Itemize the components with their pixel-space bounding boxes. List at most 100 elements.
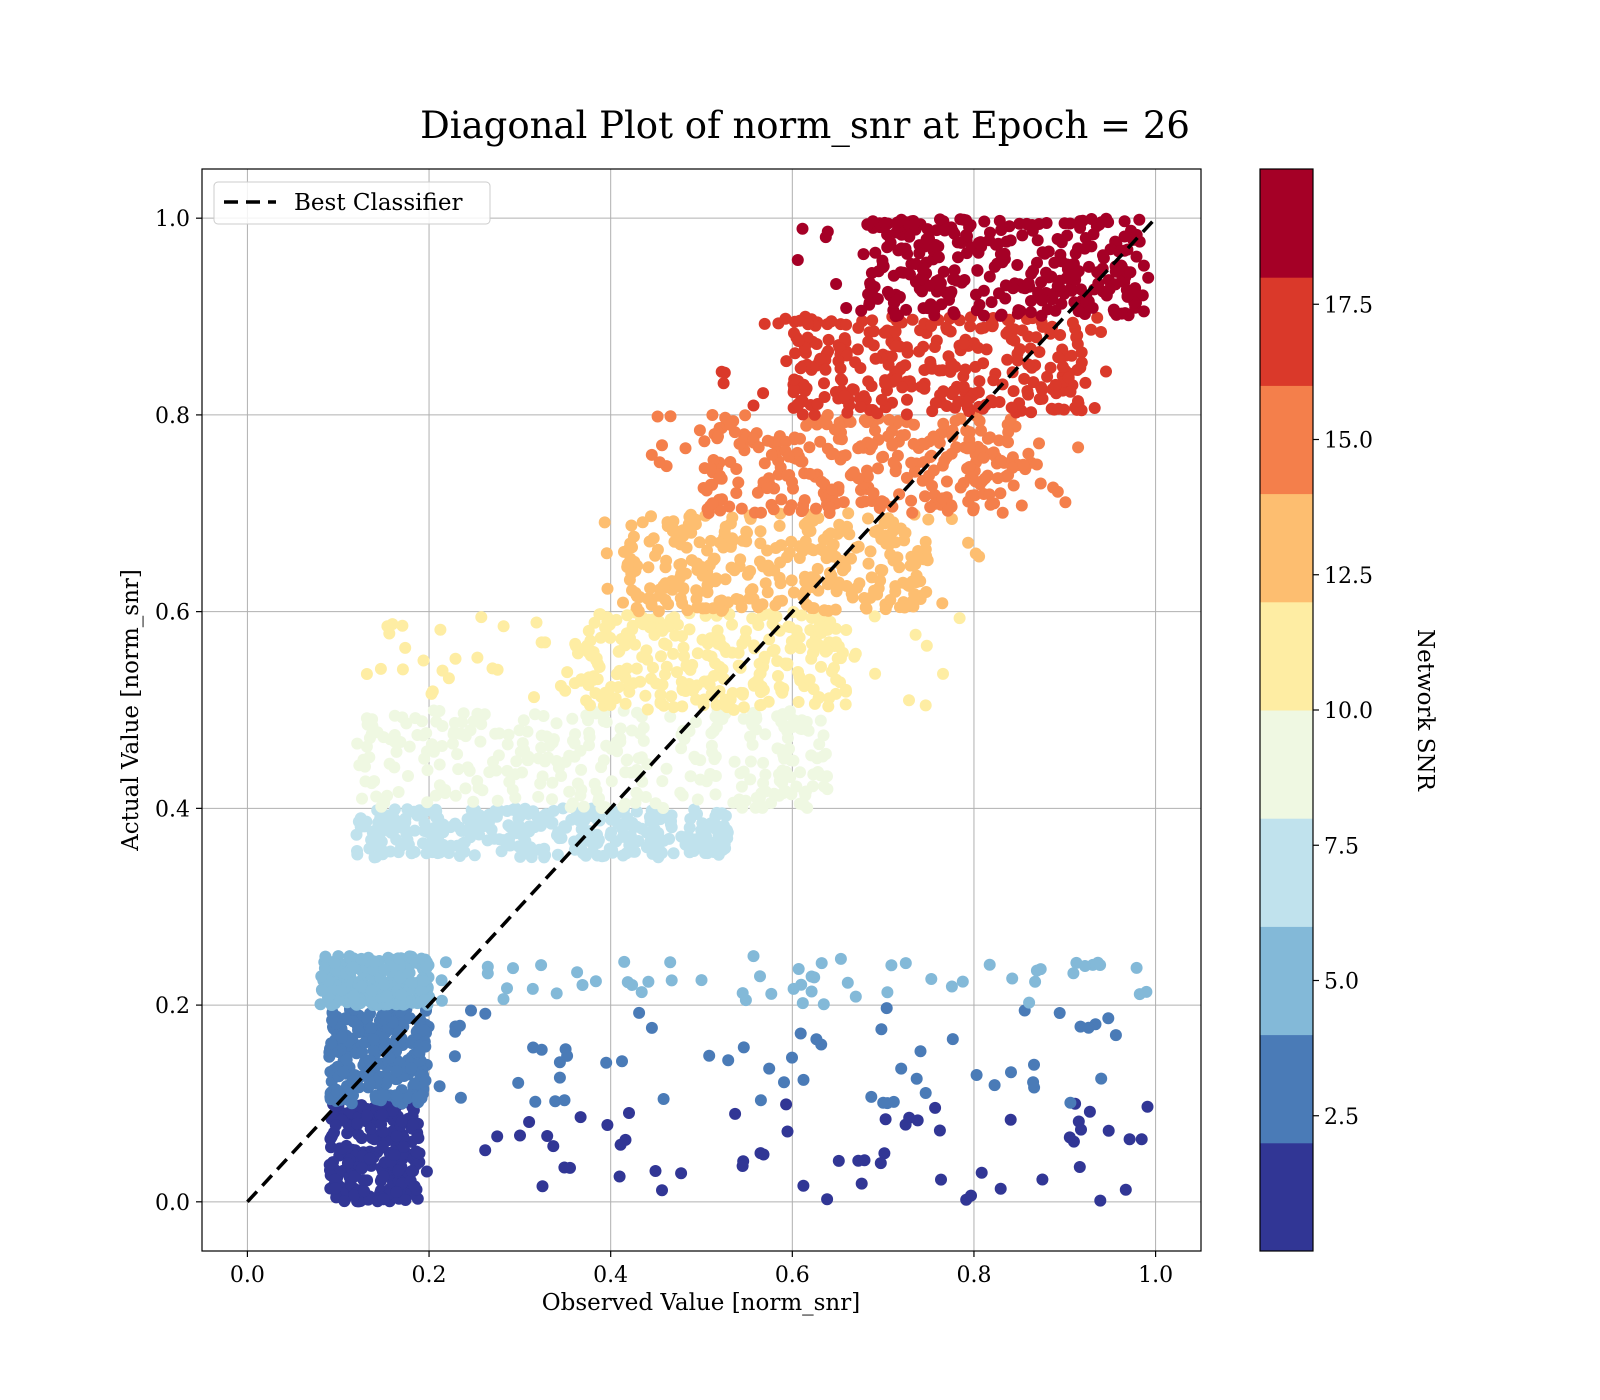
scatter-point	[766, 645, 779, 657]
scatter-point	[719, 693, 732, 706]
scatter-point	[862, 512, 874, 525]
scatter-point	[626, 623, 639, 636]
scatter-point	[547, 1140, 560, 1153]
scatter-point	[927, 464, 940, 477]
scatter-point	[1109, 1029, 1122, 1042]
scatter-point	[688, 803, 701, 816]
scatter-point	[575, 763, 588, 776]
scatter-point	[920, 639, 933, 652]
scatter-point	[1004, 1113, 1017, 1126]
scatter-point	[650, 677, 663, 690]
scatter-point	[1036, 1173, 1049, 1186]
scatter-point	[709, 770, 722, 782]
scatter-point	[1078, 242, 1091, 255]
scatter-point	[605, 813, 618, 826]
scatter-point	[786, 476, 798, 489]
scatter-point	[610, 613, 623, 626]
scatter-point	[786, 721, 799, 733]
scatter-point	[1035, 276, 1048, 289]
scatter-point	[655, 650, 667, 663]
scatter-point	[797, 378, 810, 391]
scatter-point	[1044, 361, 1057, 374]
colorbar-segment	[1260, 1142, 1313, 1252]
scatter-point	[654, 697, 667, 710]
colorbar-segment	[1260, 169, 1313, 278]
scatter-point	[901, 393, 913, 406]
legend-box	[213, 181, 491, 225]
scatter-point	[343, 1106, 356, 1119]
scatter-point	[420, 961, 433, 974]
scatter-point	[365, 1022, 378, 1034]
scatter-point	[998, 247, 1011, 260]
scatter-point	[704, 534, 717, 547]
scatter-point	[601, 1119, 614, 1131]
scatter-point	[978, 215, 991, 228]
scatter-point	[347, 989, 360, 1002]
scatter-point	[977, 284, 990, 297]
scatter-point	[777, 682, 790, 695]
scatter-point	[430, 715, 443, 728]
scatter-point	[405, 1165, 418, 1177]
scatter-point	[834, 373, 847, 386]
scatter-point	[841, 520, 853, 533]
scatter-point	[1085, 323, 1097, 336]
scatter-point	[433, 758, 446, 771]
scatter-point	[1054, 329, 1067, 341]
scatter-point	[405, 1062, 418, 1075]
scatter-point	[877, 450, 890, 463]
scatter-point	[875, 393, 888, 406]
scatter-point	[645, 448, 658, 461]
scatter-point	[795, 609, 808, 622]
scatter-point	[911, 1114, 924, 1127]
scatter-point	[792, 696, 805, 708]
scatter-point	[408, 1180, 421, 1193]
scatter-band-9	[791, 212, 1155, 323]
scatter-point	[614, 722, 627, 735]
scatter-point	[827, 447, 840, 460]
scatter-point	[779, 312, 792, 325]
scatter-point	[419, 1074, 432, 1087]
scatter-point	[1087, 228, 1100, 241]
scatter-point	[618, 545, 630, 558]
scatter-point	[489, 727, 502, 740]
scatter-point	[378, 978, 390, 991]
scatter-point	[922, 513, 935, 526]
scatter-point	[822, 333, 835, 346]
scatter-point	[1020, 217, 1033, 230]
scatter-point	[1034, 963, 1047, 976]
scatter-point	[921, 223, 934, 236]
scatter-point	[754, 667, 767, 680]
scatter-band-3	[350, 802, 734, 864]
scatter-point	[700, 484, 713, 497]
scatter-point	[844, 416, 857, 428]
scatter-point	[864, 545, 877, 558]
scatter-point	[392, 846, 405, 859]
scatter-point	[782, 620, 795, 633]
scatter-point	[671, 666, 683, 679]
scatter-point	[433, 840, 446, 853]
scatter-point	[906, 313, 919, 326]
scatter-point	[970, 1069, 983, 1081]
scatter-point	[964, 320, 977, 333]
scatter-point	[1070, 956, 1083, 969]
scatter-point	[429, 811, 442, 824]
scatter-point	[417, 975, 430, 987]
scatter-point	[855, 1177, 868, 1190]
scatter-point	[989, 238, 1002, 251]
scatter-point	[553, 1071, 566, 1084]
scatter-point	[759, 768, 772, 781]
scatter-point	[907, 600, 920, 613]
scatter-point	[752, 619, 765, 631]
scatter-point	[649, 549, 662, 562]
scatter-point	[401, 833, 414, 846]
scatter-point	[885, 959, 898, 972]
scatter-point	[352, 1026, 365, 1039]
scatter-point	[1004, 234, 1017, 247]
scatter-point	[796, 997, 809, 1010]
scatter-point	[340, 1053, 353, 1066]
scatter-point	[657, 579, 670, 592]
scatter-point	[778, 1076, 790, 1089]
scatter-point	[680, 541, 693, 554]
scatter-point	[535, 729, 548, 742]
scatter-point	[999, 279, 1012, 292]
